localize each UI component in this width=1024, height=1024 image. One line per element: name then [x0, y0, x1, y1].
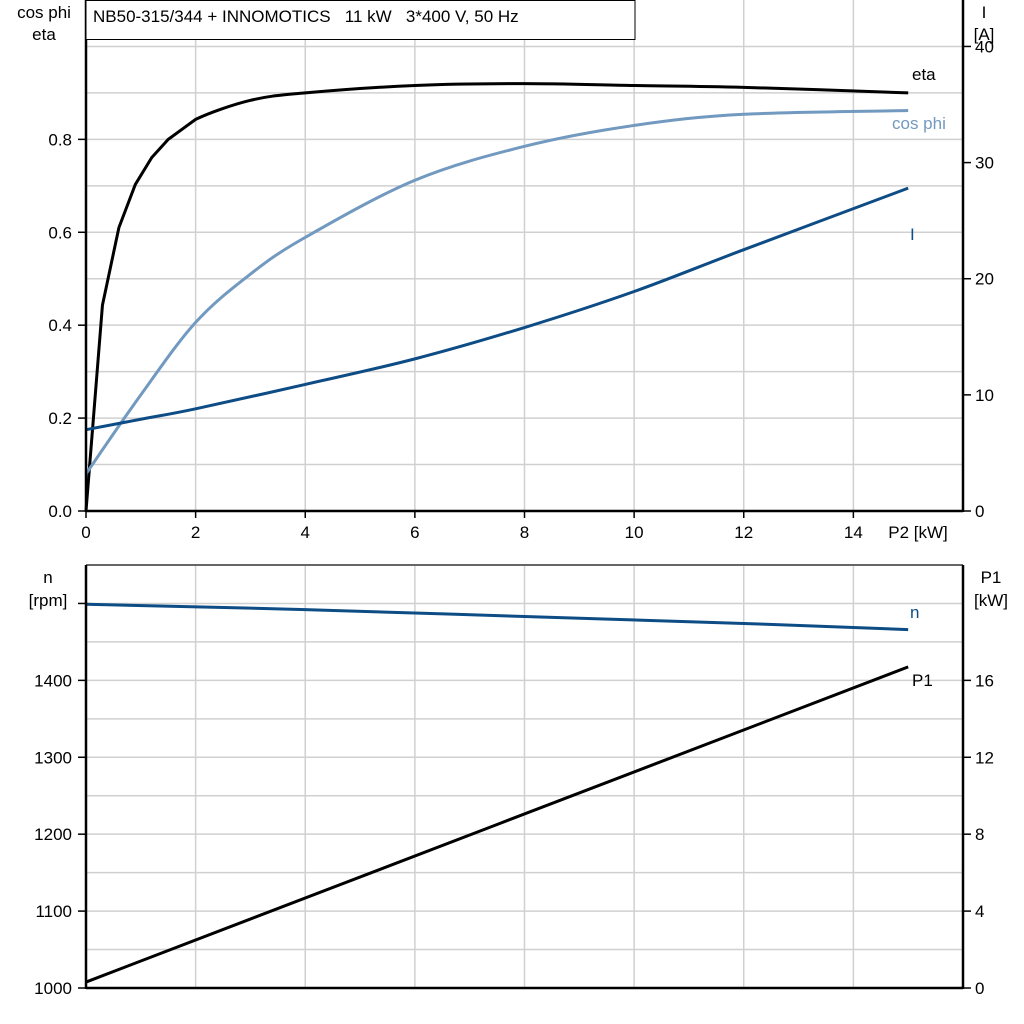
bottom-chart-grid — [86, 565, 963, 988]
top-right-axis-label-1: I — [982, 3, 987, 22]
series-eta-label: eta — [912, 65, 936, 84]
bottom-right-tick-label: 0 — [975, 979, 984, 998]
x-tick-label: 6 — [410, 523, 419, 542]
x-tick-label: 8 — [520, 523, 529, 542]
series-layer — [84, 82, 909, 984]
bottom-left-axis-label-2: [rpm] — [29, 591, 68, 610]
series-n-label: n — [910, 603, 919, 622]
bottom-right-tick-label: 8 — [975, 825, 984, 844]
top-left-tick-label: 0.6 — [48, 223, 72, 242]
bottom-right-axis-label-2: [kW] — [974, 591, 1008, 610]
series-eta-line — [84, 82, 909, 512]
series-labels: eta cos phi In P1 — [892, 65, 946, 690]
series-p1-line — [85, 665, 909, 984]
top-left-tick-label: 0.4 — [48, 316, 72, 335]
x-tick-label: 14 — [844, 523, 863, 542]
bottom-right-tick-label: 4 — [975, 902, 984, 921]
bottom-left-tick-label: 1200 — [34, 825, 72, 844]
title-box: NB50-315/344 + INNOMOTICS 11 kW 3*400 V,… — [85, 0, 636, 40]
top-right-tick-label: 10 — [975, 386, 994, 405]
x-tick-label: 2 — [191, 523, 200, 542]
top-chart-grid — [86, 0, 963, 511]
bottom-left-tick-label: 1100 — [35, 902, 72, 921]
top-right-tick-label: 30 — [975, 154, 994, 173]
x-tick-label: 12 — [734, 523, 753, 542]
top-right-axis-label-2: [A] — [974, 25, 995, 44]
chart-title: NB50-315/344 + INNOMOTICS 11 kW 3*400 V,… — [93, 7, 519, 26]
top-right-tick-label: 0 — [975, 502, 984, 521]
top-left-tick-label: 0.2 — [48, 409, 72, 428]
x-tick-label: 4 — [301, 523, 310, 542]
top-left-axis-label-1: cos phi — [17, 3, 71, 22]
series-i-line — [85, 186, 909, 432]
bottom-right-tick-label: 12 — [975, 748, 994, 767]
series-n-line — [85, 602, 909, 632]
x-tick-label: 0 — [81, 523, 90, 542]
series-cos-phi-label: cos phi — [892, 114, 946, 133]
top-right-tick-label: 20 — [975, 270, 994, 289]
top-left-tick-label: 0.0 — [48, 502, 72, 521]
series-cos-phi-line — [84, 109, 909, 475]
bottom-right-axis-label-1: P1 — [981, 568, 1002, 587]
top-left-tick-label: 0.8 — [48, 130, 72, 149]
series-p1-label: P1 — [912, 671, 933, 690]
x-tick-label: 10 — [625, 523, 644, 542]
bottom-left-tick-label: 1400 — [34, 671, 72, 690]
bottom-left-axis-label-1: n — [43, 568, 52, 587]
top-right-tick-label: 40 — [975, 37, 994, 56]
x-axis-label: P2 [kW] — [888, 523, 948, 542]
bottom-left-tick-label: 1300 — [34, 748, 72, 767]
bottom-left-tick-label: 1000 — [34, 979, 72, 998]
top-left-axis-label-2: eta — [32, 25, 56, 44]
bottom-right-tick-label: 16 — [975, 671, 994, 690]
series-i-label: I — [910, 225, 915, 244]
